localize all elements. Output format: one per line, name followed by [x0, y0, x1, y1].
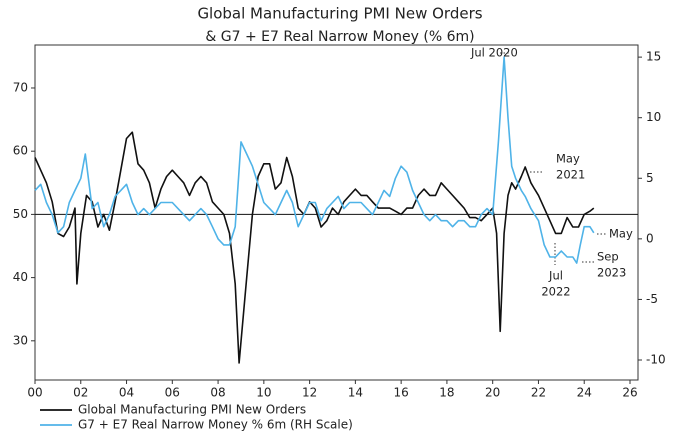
chart-subtitle: & G7 + E7 Real Narrow Money (% 6m) — [205, 29, 474, 45]
x-tick-label: 08 — [210, 386, 225, 400]
y-tick-label: 70 — [13, 80, 28, 94]
y2-tick-label: 5 — [646, 171, 654, 185]
annotation: 2023 — [597, 266, 626, 280]
x-tick-label: 20 — [485, 386, 500, 400]
y-tick-label: 60 — [13, 144, 28, 158]
series-line — [34, 56, 595, 264]
annotation: Jul — [548, 269, 563, 283]
y-tick-label: 30 — [13, 333, 28, 347]
annotation: 2021 — [556, 168, 585, 182]
annotation-leaders — [500, 52, 607, 265]
annotation: May — [609, 227, 633, 241]
plot-frame — [34, 44, 639, 381]
y-tick-label: 50 — [13, 207, 28, 221]
series-line — [34, 131, 595, 364]
y-tick-label: 40 — [13, 270, 28, 284]
annotation: 2022 — [541, 285, 570, 299]
x-tick-label: 24 — [577, 386, 592, 400]
annotation: Sep — [597, 250, 619, 264]
x-tick-label: 12 — [302, 386, 317, 400]
x-tick-label: 10 — [256, 386, 271, 400]
x-tick-label: 14 — [348, 386, 363, 400]
x-tick-label: 26 — [622, 386, 637, 400]
x-tick-label: 16 — [394, 386, 409, 400]
x-tick-label: 00 — [27, 386, 42, 400]
legend-label: G7 + E7 Real Narrow Money % 6m (RH Scale… — [78, 418, 353, 432]
chart-title: Global Manufacturing PMI New Orders — [197, 5, 482, 23]
x-tick-label: 22 — [531, 386, 546, 400]
y2-tick-label: 10 — [646, 110, 661, 124]
x-tick-label: 04 — [119, 386, 134, 400]
y2-tick-label: -5 — [646, 292, 658, 306]
y2-tick-label: 15 — [646, 50, 661, 64]
legend-label: Global Manufacturing PMI New Orders — [78, 403, 306, 417]
annotation: Jul 2020 — [470, 46, 518, 60]
y2-tick-label: 0 — [646, 231, 654, 245]
x-tick-label: 18 — [439, 386, 454, 400]
annotation: May — [556, 152, 580, 166]
y2-tick-label: -10 — [646, 353, 666, 367]
x-tick-label: 06 — [165, 386, 180, 400]
x-tick-label: 02 — [73, 386, 88, 400]
